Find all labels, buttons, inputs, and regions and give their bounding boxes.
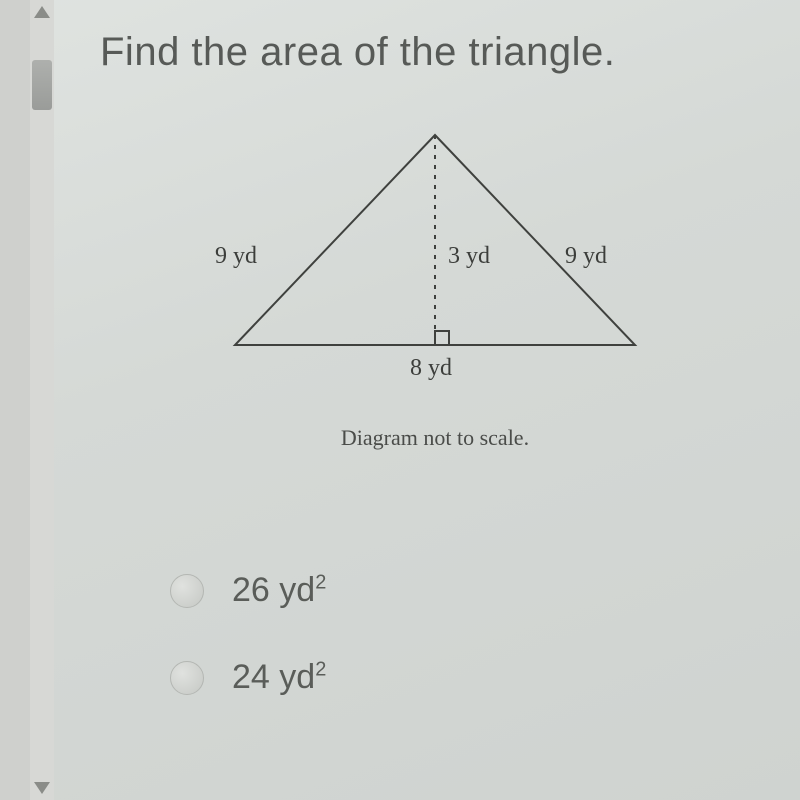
answer-text: 26 yd2: [232, 571, 326, 610]
scroll-up-icon[interactable]: [34, 6, 50, 18]
answer-option[interactable]: 24 yd2: [170, 658, 770, 697]
radio-icon[interactable]: [170, 661, 204, 695]
scroll-down-icon[interactable]: [34, 782, 50, 794]
triangle-figure: 9 yd 3 yd 9 yd 8 yd: [155, 115, 715, 415]
answer-list: 26 yd2 24 yd2: [100, 571, 770, 697]
left-side-label: 9 yd: [215, 243, 257, 270]
height-label: 3 yd: [448, 243, 490, 270]
answer-text: 24 yd2: [232, 658, 326, 697]
scroll-thumb[interactable]: [32, 60, 52, 110]
scroll-track[interactable]: [30, 0, 54, 800]
answer-option[interactable]: 26 yd2: [170, 571, 770, 610]
radio-icon[interactable]: [170, 574, 204, 608]
scale-note: Diagram not to scale.: [100, 425, 770, 451]
content-area: Find the area of the triangle. 9 yd 3 yd…: [60, 0, 800, 800]
base-label: 8 yd: [410, 355, 452, 382]
right-side-label: 9 yd: [565, 243, 607, 270]
question-text: Find the area of the triangle.: [100, 30, 770, 75]
page-root: Find the area of the triangle. 9 yd 3 yd…: [0, 0, 800, 800]
left-gutter: [0, 0, 30, 800]
right-angle-marker: [435, 331, 449, 345]
